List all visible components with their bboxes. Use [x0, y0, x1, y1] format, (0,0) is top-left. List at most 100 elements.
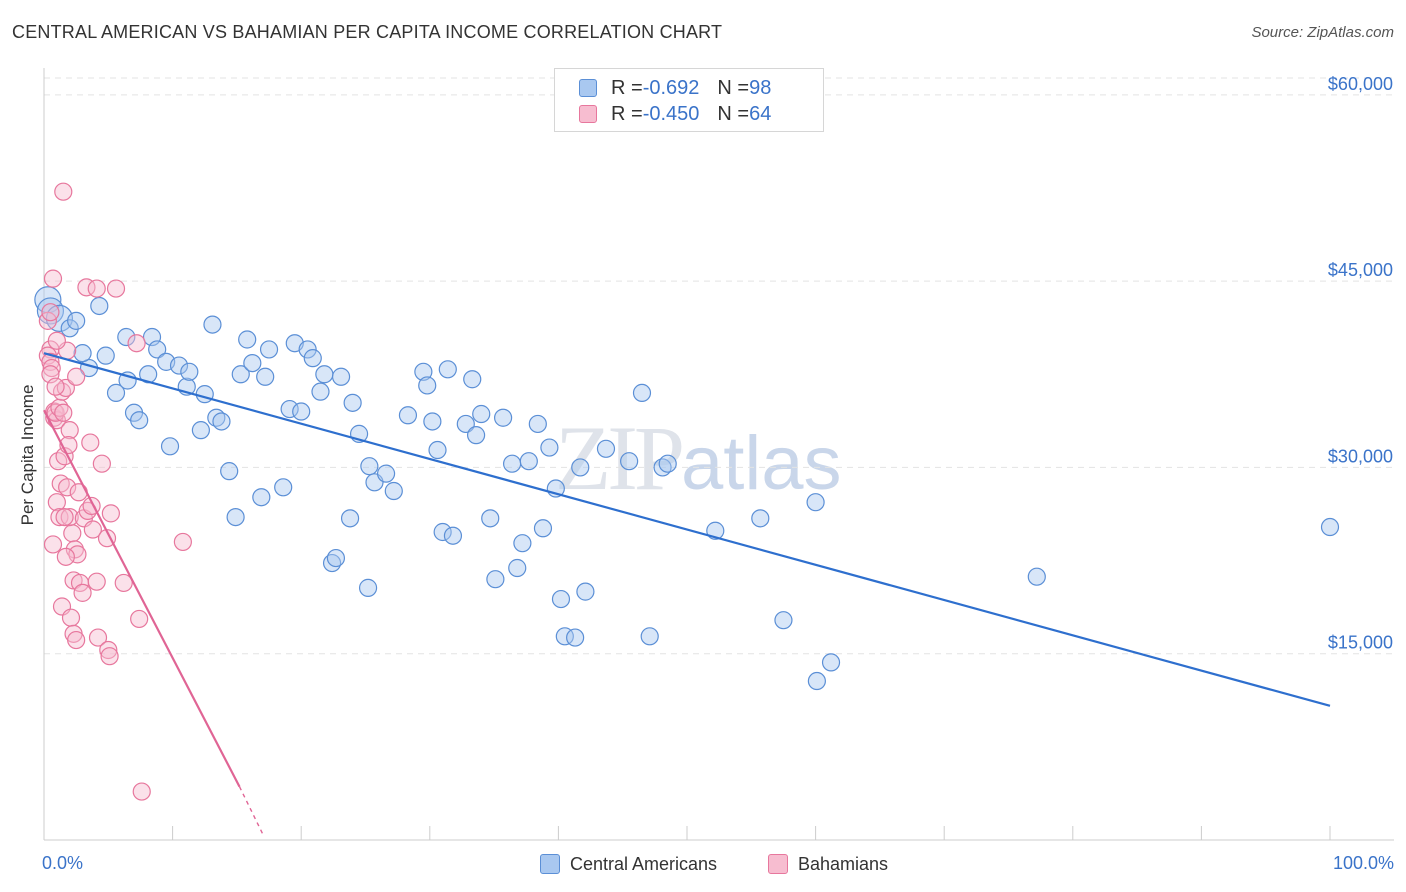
- central-american-point: [331, 367, 351, 386]
- central-american-point: [90, 296, 109, 316]
- central-american-point: [160, 437, 180, 456]
- bahamian-point: [42, 358, 61, 378]
- central-american-point: [238, 330, 257, 349]
- central-american-point: [169, 356, 189, 375]
- central-american-point: [117, 327, 136, 347]
- source-label: Source: ZipAtlas.com: [1251, 24, 1394, 41]
- central-american-point: [148, 340, 167, 359]
- central-american-point: [463, 370, 482, 389]
- bahamian-point: [41, 303, 60, 322]
- x-tick-label-start: 0.0%: [42, 853, 83, 873]
- central-american-point: [540, 438, 559, 457]
- central-american-point: [428, 440, 447, 460]
- central-american-point: [807, 671, 826, 691]
- bahamian-point: [130, 609, 149, 629]
- bahamian-point: [60, 421, 79, 440]
- central-american-point: [360, 457, 379, 476]
- central-american-point: [376, 464, 396, 483]
- bahamian-point: [106, 279, 126, 298]
- central-american-point: [533, 519, 553, 538]
- bahamians-trend-extension: [238, 786, 264, 835]
- r-value: -0.450: [642, 102, 700, 125]
- legend-label-bahamians: Bahamians: [798, 853, 889, 874]
- blue-swatch: [579, 79, 597, 97]
- bahamian-point: [47, 331, 66, 350]
- bottom-legend-bahamians[interactable]: Bahamians: [768, 852, 888, 876]
- blue-swatch: [540, 854, 560, 874]
- n-label: N =: [717, 76, 750, 99]
- central-american-point: [513, 534, 532, 553]
- central-american-point: [106, 383, 126, 403]
- central-american-point: [751, 509, 770, 528]
- bahamians-trend-line: [43, 409, 241, 788]
- central-american-point: [1320, 517, 1340, 537]
- central-american-point: [340, 509, 360, 528]
- central-american-point: [191, 421, 210, 440]
- pink-swatch: [579, 105, 597, 123]
- central-american-point: [596, 439, 616, 458]
- bahamian-point: [87, 572, 106, 591]
- bahamian-point: [68, 545, 87, 564]
- central-american-point: [398, 406, 418, 425]
- central-americans-trend-line: [43, 352, 1331, 707]
- central-american-point: [73, 344, 92, 363]
- bottom-legend-central-americans[interactable]: Central Americans: [540, 852, 717, 876]
- bahamian-point: [43, 535, 63, 554]
- bahamian-point: [67, 630, 86, 650]
- central-american-point: [640, 627, 659, 646]
- bahamian-point: [67, 367, 86, 386]
- central-american-point: [806, 493, 825, 512]
- bahamian-point: [100, 647, 119, 666]
- central-american-point: [1027, 567, 1046, 586]
- axes: [43, 68, 1394, 841]
- n-label: N =: [717, 102, 750, 125]
- bahamian-point: [63, 524, 82, 543]
- central-american-point: [212, 412, 231, 431]
- central-american-point: [203, 315, 222, 334]
- bahamian-point: [132, 782, 151, 801]
- central-american-point: [486, 570, 505, 589]
- y-tick-label: $45,000: [1328, 260, 1393, 280]
- y-tick-label: $15,000: [1328, 633, 1393, 653]
- trend-lines: [43, 352, 1331, 835]
- central-american-point: [551, 589, 571, 609]
- bahamian-point: [127, 334, 146, 353]
- central-american-point: [466, 426, 486, 445]
- central-american-point: [418, 376, 437, 395]
- bahamian-point: [88, 628, 108, 647]
- central-american-point: [503, 454, 522, 473]
- bahamian-point: [58, 478, 77, 497]
- central-american-point: [243, 353, 262, 373]
- central-american-point: [821, 653, 841, 672]
- central-americans-points: [34, 286, 1340, 691]
- central-american-point: [45, 304, 74, 332]
- bahamian-point: [173, 532, 192, 552]
- central-american-point: [494, 408, 513, 427]
- bahamian-point: [61, 608, 81, 627]
- central-american-point: [620, 452, 639, 471]
- pink-swatch: [768, 854, 788, 874]
- central-american-point: [256, 367, 275, 386]
- y-axis-label: Per Capita Income: [18, 385, 37, 526]
- central-american-point: [566, 628, 585, 647]
- central-american-point: [438, 360, 457, 379]
- y-tick-label: $30,000: [1328, 446, 1393, 466]
- x-tick-label-end: 100.0%: [1333, 853, 1394, 873]
- central-american-point: [423, 412, 442, 431]
- bahamian-point: [60, 507, 79, 527]
- r-label: R =: [611, 102, 643, 125]
- central-american-point: [343, 393, 362, 412]
- central-american-point: [280, 399, 299, 419]
- central-american-point: [326, 548, 346, 568]
- bahamian-point: [43, 269, 63, 288]
- bahamian-point: [41, 352, 60, 371]
- central-american-point: [259, 340, 279, 359]
- n-value: 64: [749, 102, 772, 125]
- bahamian-point: [101, 504, 120, 523]
- central-american-point: [508, 558, 527, 578]
- central-american-point: [130, 411, 149, 430]
- correlation-legend: R = -0.692 N = 98 R = -0.450 N = 64: [554, 68, 824, 132]
- central-american-point: [632, 383, 652, 403]
- central-american-point: [311, 382, 330, 401]
- central-american-point: [303, 349, 322, 368]
